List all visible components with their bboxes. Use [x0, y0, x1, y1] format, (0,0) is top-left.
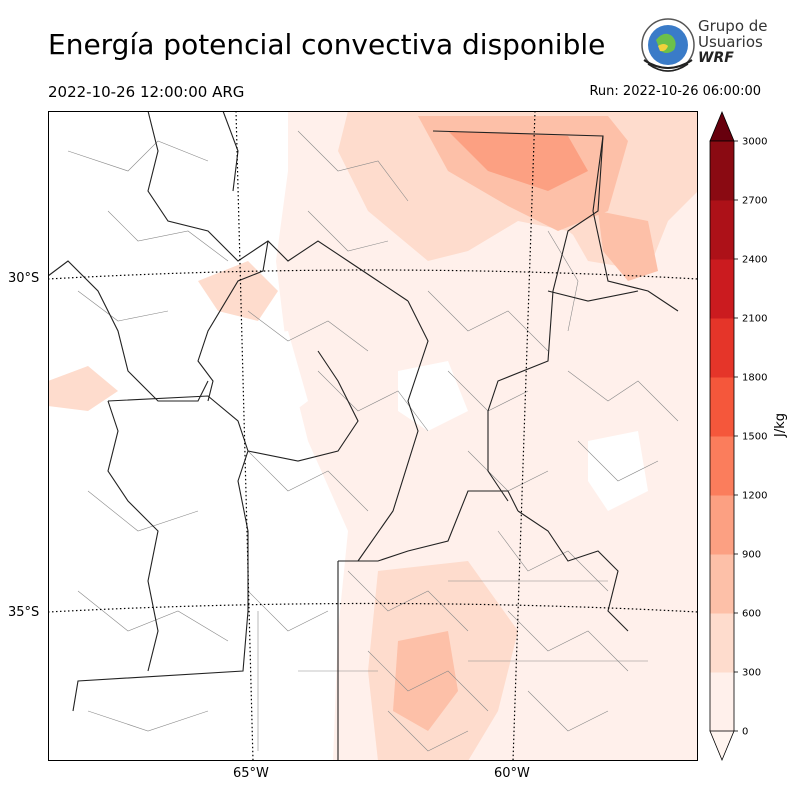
map-frame — [48, 111, 698, 761]
valid-time: 2022-10-26 12:00:00 ARG — [48, 83, 245, 101]
graticule — [48, 111, 698, 761]
colorbar-band — [710, 200, 734, 260]
run-time: Run: 2022-10-26 06:00:00 — [589, 84, 761, 99]
province-boundaries — [48, 111, 679, 761]
colorbar-unit-label: J/kg — [773, 413, 788, 437]
colorbar-tick-label: 900 — [742, 550, 761, 561]
colorbar-tick-label: 0 — [742, 727, 748, 738]
colorbar-ticks: 0 300 600 900 1200 1500 1800 2100 2400 2700 3000 — [734, 137, 767, 738]
department-boundaries — [67, 130, 679, 752]
colorbar-band — [710, 259, 734, 319]
cape-shading — [48, 111, 698, 761]
colorbar-band — [710, 613, 734, 673]
logo-text: Grupo de Usuarios WRF — [698, 18, 768, 66]
logo-line-3: WRF — [698, 50, 734, 66]
lon-label-65w: 65°W — [233, 766, 269, 781]
colorbar-tick-label: 2700 — [742, 196, 767, 207]
logo-line-2: Usuarios — [698, 33, 763, 51]
lon-label-60w: 60°W — [494, 766, 530, 781]
colorbar-under-arrow — [709, 730, 735, 762]
colorbar-band — [710, 436, 734, 496]
colorbar: 0 300 600 900 1200 1500 1800 2100 2400 2700 3000 — [709, 110, 767, 762]
colorbar-tick-label: 2400 — [742, 255, 767, 266]
lat-label-35s: 35°S — [8, 605, 40, 620]
colorbar-band — [710, 495, 734, 555]
colorbar-tick-label: 1500 — [742, 432, 767, 443]
page-title: Energía potencial convectiva disponible — [48, 28, 606, 61]
cape-map — [48, 111, 698, 761]
colorbar-tick-label: 600 — [742, 609, 761, 620]
grupo-wrf-logo — [641, 18, 695, 72]
colorbar-band — [710, 554, 734, 614]
colorbar-band — [710, 377, 734, 437]
colorbar-band — [710, 141, 734, 201]
colorbar-tick-label: 1200 — [742, 491, 767, 502]
colorbar-band — [710, 672, 734, 732]
colorbar-tick-label: 300 — [742, 668, 761, 679]
lat-label-30s: 30°S — [8, 271, 40, 286]
colorbar-tick-label: 1800 — [742, 373, 767, 384]
logo-line-1: Grupo de — [698, 17, 768, 35]
colorbar-tick-label: 2100 — [742, 314, 767, 325]
colorbar-bands — [709, 110, 735, 762]
colorbar-tick-label: 3000 — [742, 137, 767, 148]
colorbar-band — [710, 318, 734, 378]
colorbar-over-arrow — [709, 110, 735, 142]
